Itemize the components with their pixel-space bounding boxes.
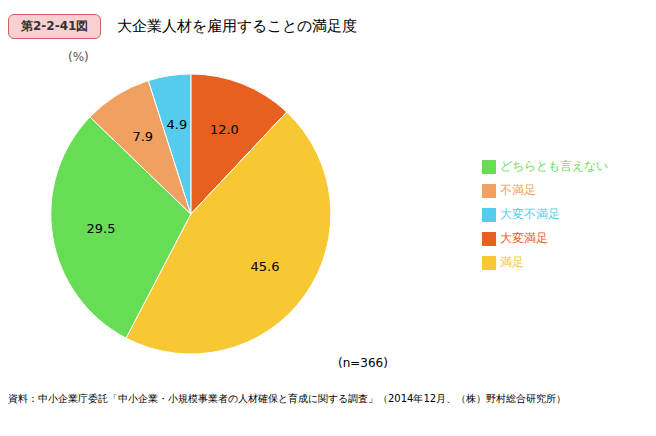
svg-text:4.9: 4.9 <box>167 117 188 132</box>
svg-text:29.5: 29.5 <box>87 221 116 236</box>
html-text:大変満足: 大変満足 <box>500 231 548 245</box>
svg-text:45.6: 45.6 <box>251 259 280 274</box>
html-text:大企業人材を雇用することの満足度: 大企業人材を雇用することの満足度 <box>117 16 358 35</box>
html-text:(n=366): (n=366) <box>338 356 388 370</box>
html-text:資料：中小企業庁委託「中小企業・小規模事業者の人材確保と育成: 資料：中小企業庁委託「中小企業・小規模事業者の人材確保と育成に関する調査」（20… <box>8 393 567 404</box>
html-text:どちらとも言えない: どちらとも言えない <box>500 159 608 173</box>
html-text:不満足: 不満足 <box>500 183 536 197</box>
svg-text:7.9: 7.9 <box>132 129 153 144</box>
html-text:第2-2-41図: 第2-2-41図 <box>21 18 89 33</box>
svg-text:12.0: 12.0 <box>210 122 239 137</box>
html-text:大変不満足: 大変不満足 <box>500 207 560 221</box>
html-text:満足: 満足 <box>500 255 524 269</box>
